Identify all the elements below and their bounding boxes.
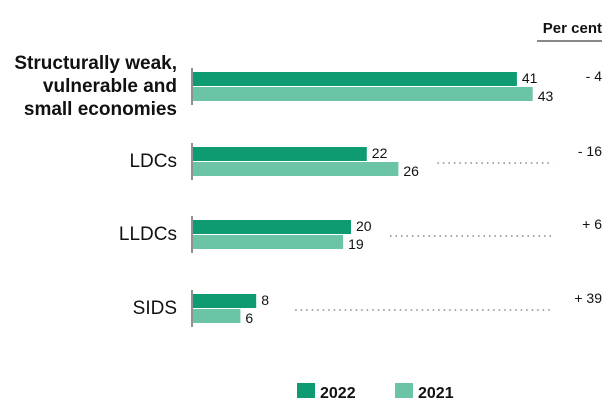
value-label-2022: 8 bbox=[261, 292, 269, 308]
value-label-2022: 22 bbox=[372, 145, 388, 161]
change-label: + 6 bbox=[582, 216, 602, 232]
value-label-2021: 43 bbox=[538, 88, 554, 104]
legend-swatch-2021 bbox=[395, 383, 413, 398]
value-label-2022: 41 bbox=[522, 70, 538, 86]
bar-2022 bbox=[193, 147, 367, 161]
value-label-2021: 26 bbox=[403, 163, 419, 179]
legend-label-2021: 2021 bbox=[418, 385, 454, 398]
category-label: LLDCs bbox=[119, 224, 177, 245]
value-label-2021: 19 bbox=[348, 236, 364, 252]
unit-label: Per cent bbox=[543, 20, 602, 37]
change-label: + 39 bbox=[574, 290, 602, 306]
change-label: - 4 bbox=[586, 68, 603, 84]
change-label: - 16 bbox=[578, 143, 602, 159]
bar-2022 bbox=[193, 220, 351, 234]
legend-label-2022: 2022 bbox=[320, 385, 356, 398]
bar-2021 bbox=[193, 309, 241, 323]
value-label-2021: 6 bbox=[245, 310, 253, 326]
value-label-2022: 20 bbox=[356, 218, 372, 234]
bar-2022 bbox=[193, 72, 517, 86]
category-label: Structurally weak, vulnerable and small ec… bbox=[14, 53, 177, 120]
category-label: SIDS bbox=[133, 298, 177, 319]
bar-2022 bbox=[193, 294, 257, 308]
category-label: LDCs bbox=[129, 151, 177, 172]
bar-2021 bbox=[193, 162, 399, 176]
bar-2021 bbox=[193, 87, 533, 101]
bar-2021 bbox=[193, 235, 344, 249]
legend-swatch-2022 bbox=[297, 383, 315, 398]
